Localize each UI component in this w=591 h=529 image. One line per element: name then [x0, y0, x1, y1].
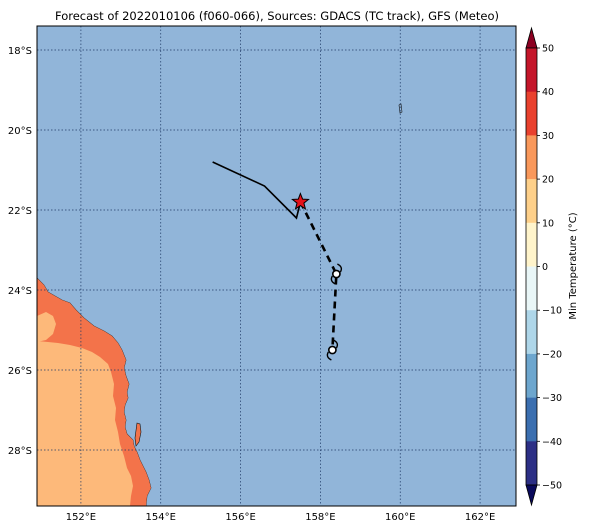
colorbar-under-arrow [525, 484, 538, 507]
latitude-label: 22°S [8, 206, 32, 217]
longitude-label: 156°E [225, 512, 255, 523]
longitude-label: 160°E [385, 512, 415, 523]
colorbar-segment [526, 222, 537, 267]
latitude-label: 18°S [8, 46, 32, 57]
hot-coastal-zone [37, 278, 151, 506]
latitude-label: 26°S [8, 366, 32, 377]
longitude-label: 152°E [66, 512, 96, 523]
latitude-label: 20°S [8, 126, 32, 137]
colorbar-tick-label: −20 [542, 349, 562, 360]
colorbar-tick-label: −10 [542, 306, 562, 317]
colorbar-segment [526, 310, 537, 355]
colorbar-tick-label: 40 [542, 87, 554, 98]
colorbar-tick-label: 30 [542, 131, 554, 142]
colorbar-segment [526, 441, 537, 486]
longitude-label: 162°E [465, 512, 495, 523]
colorbar-segment [526, 397, 537, 442]
latitude-label: 24°S [8, 286, 32, 297]
fraser-island [134, 422, 142, 447]
colorbar-tick-label: 50 [542, 44, 554, 55]
peninsula-warm-zone [37, 312, 56, 342]
longitude-labels: 152°E 154°E 156°E 158°E 160°E 162°E [66, 512, 496, 523]
colorbar-tick-label: 0 [542, 262, 548, 273]
tropical-storm-icon [326, 339, 339, 361]
colorbar-over-arrow [525, 26, 538, 49]
forecast-track-line [299, 201, 338, 351]
current-position-star-icon [291, 192, 310, 211]
map-panel[interactable] [37, 26, 516, 506]
latitude-label: 28°S [8, 446, 32, 457]
colorbar-segment [526, 91, 537, 136]
colorbar: 50 40 30 20 10 0 −10 −20 −30 −40 −50 [525, 26, 562, 507]
colorbar-tick-label: −50 [542, 481, 562, 492]
longitude-label: 154°E [146, 512, 176, 523]
colorbar-segment [526, 179, 537, 224]
past-track-line [212, 161, 302, 220]
colorbar-segment [526, 48, 537, 92]
colorbar-tick-label: 20 [542, 175, 554, 186]
map-title: Forecast of 2022010106 (f060-066), Sourc… [55, 9, 499, 23]
colorbar-tick-label: 10 [542, 218, 554, 229]
latitude-labels: 18°S 20°S 22°S 24°S 26°S 28°S [8, 46, 32, 457]
cyclone-track [212, 161, 343, 361]
graticule [37, 26, 516, 506]
colorbar-label: Min Temperature (°C) [568, 212, 579, 319]
longitude-label: 158°E [305, 512, 335, 523]
colorbar-tick-label: −30 [542, 393, 562, 404]
tropical-storm-icon [330, 263, 343, 285]
colorbar-segment [526, 135, 537, 180]
colorbar-segment [526, 353, 537, 398]
colorbar-tick-label: −40 [542, 437, 562, 448]
colorbar-segment [526, 266, 537, 311]
map-frame [36, 25, 517, 507]
